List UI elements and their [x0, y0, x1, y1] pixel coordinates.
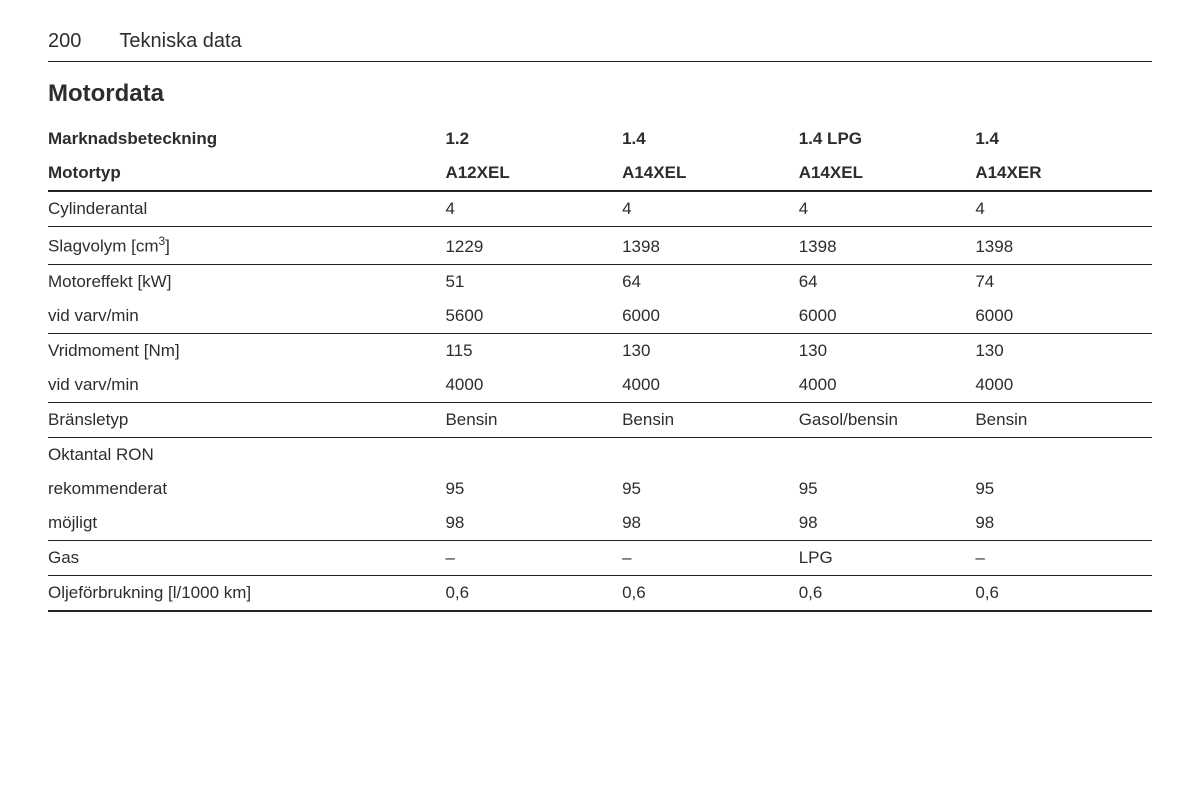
row-value: 98: [799, 506, 976, 541]
row-label: Oktantal RON: [48, 437, 445, 472]
header-col: 1.4: [622, 122, 799, 156]
table-header-row-designation: Marknadsbeteckning 1.2 1.4 1.4 LPG 1.4: [48, 122, 1152, 156]
row-label: Bränsletyp: [48, 402, 445, 437]
header-col: 1.4: [975, 122, 1152, 156]
row-label: vid varv/min: [48, 299, 445, 334]
chapter-title: Tekniska data: [119, 30, 241, 53]
row-label: Cylinderantal: [48, 191, 445, 227]
row-value: Bensin: [445, 402, 622, 437]
row-value: 4: [975, 191, 1152, 227]
row-label: Gas: [48, 540, 445, 575]
header-col: 1.4 LPG: [799, 122, 976, 156]
row-value: 1398: [975, 227, 1152, 265]
row-value: 130: [799, 333, 976, 368]
row-value: 4: [445, 191, 622, 227]
row-value: 4: [622, 191, 799, 227]
row-value: 1398: [799, 227, 976, 265]
row-value: 4000: [975, 368, 1152, 403]
row-value: 0,6: [622, 575, 799, 611]
table-row: Cylinderantal4444: [48, 191, 1152, 227]
table-row: rekommenderat95959595: [48, 472, 1152, 506]
row-value: 95: [622, 472, 799, 506]
row-value: [622, 437, 799, 472]
row-value: 0,6: [975, 575, 1152, 611]
table-row: BränsletypBensinBensinGasol/bensinBensin: [48, 402, 1152, 437]
row-value: –: [622, 540, 799, 575]
table-row: Slagvolym [cm3]1229139813981398: [48, 227, 1152, 265]
row-value: [975, 437, 1152, 472]
header-label-type: Motortyp: [48, 156, 445, 191]
header-col: A14XEL: [799, 156, 976, 191]
page-number: 200: [48, 30, 81, 53]
row-value: 130: [975, 333, 1152, 368]
row-value: 6000: [975, 299, 1152, 334]
row-value: 98: [445, 506, 622, 541]
row-label: vid varv/min: [48, 368, 445, 403]
page-header: 200 Tekniska data: [48, 30, 1152, 62]
row-value: 51: [445, 264, 622, 299]
table-header-row-type: Motortyp A12XEL A14XEL A14XEL A14XER: [48, 156, 1152, 191]
row-value: 115: [445, 333, 622, 368]
row-label: möjligt: [48, 506, 445, 541]
row-value: 6000: [622, 299, 799, 334]
row-value: Bensin: [975, 402, 1152, 437]
row-value: [445, 437, 622, 472]
row-value: 74: [975, 264, 1152, 299]
table-row: möjligt98989898: [48, 506, 1152, 541]
row-value: 4: [799, 191, 976, 227]
table-body: Cylinderantal4444Slagvolym [cm3]12291398…: [48, 191, 1152, 611]
table-row: Motoreffekt [kW]51646474: [48, 264, 1152, 299]
row-value: 0,6: [445, 575, 622, 611]
table-row: Oljeförbrukning [l/1000 km]0,60,60,60,6: [48, 575, 1152, 611]
row-value: 4000: [799, 368, 976, 403]
row-value: LPG: [799, 540, 976, 575]
row-value: 98: [975, 506, 1152, 541]
row-value: 1229: [445, 227, 622, 265]
row-label: Motoreffekt [kW]: [48, 264, 445, 299]
row-value: Bensin: [622, 402, 799, 437]
row-value: 95: [445, 472, 622, 506]
row-label: Oljeförbrukning [l/1000 km]: [48, 575, 445, 611]
row-value: 1398: [622, 227, 799, 265]
section-title: Motordata: [48, 80, 1152, 108]
row-value: 64: [622, 264, 799, 299]
row-value: 4000: [445, 368, 622, 403]
row-value: 64: [799, 264, 976, 299]
row-label: Vridmoment [Nm]: [48, 333, 445, 368]
row-value: 130: [622, 333, 799, 368]
row-value: 95: [975, 472, 1152, 506]
header-col: A14XER: [975, 156, 1152, 191]
row-value: –: [975, 540, 1152, 575]
motordata-table: Marknadsbeteckning 1.2 1.4 1.4 LPG 1.4 M…: [48, 122, 1152, 612]
table-row: vid varv/min4000400040004000: [48, 368, 1152, 403]
table-row: Gas––LPG–: [48, 540, 1152, 575]
row-label: rekommenderat: [48, 472, 445, 506]
row-value: Gasol/bensin: [799, 402, 976, 437]
header-col: 1.2: [445, 122, 622, 156]
row-value: 6000: [799, 299, 976, 334]
row-value: –: [445, 540, 622, 575]
row-value: 98: [622, 506, 799, 541]
header-col: A14XEL: [622, 156, 799, 191]
row-value: 0,6: [799, 575, 976, 611]
row-value: 5600: [445, 299, 622, 334]
table-row: Vridmoment [Nm]115130130130: [48, 333, 1152, 368]
table-row: vid varv/min5600600060006000: [48, 299, 1152, 334]
row-value: 4000: [622, 368, 799, 403]
header-label-designation: Marknadsbeteckning: [48, 122, 445, 156]
row-value: [799, 437, 976, 472]
table-row: Oktantal RON: [48, 437, 1152, 472]
row-label: Slagvolym [cm3]: [48, 227, 445, 265]
row-value: 95: [799, 472, 976, 506]
header-col: A12XEL: [445, 156, 622, 191]
